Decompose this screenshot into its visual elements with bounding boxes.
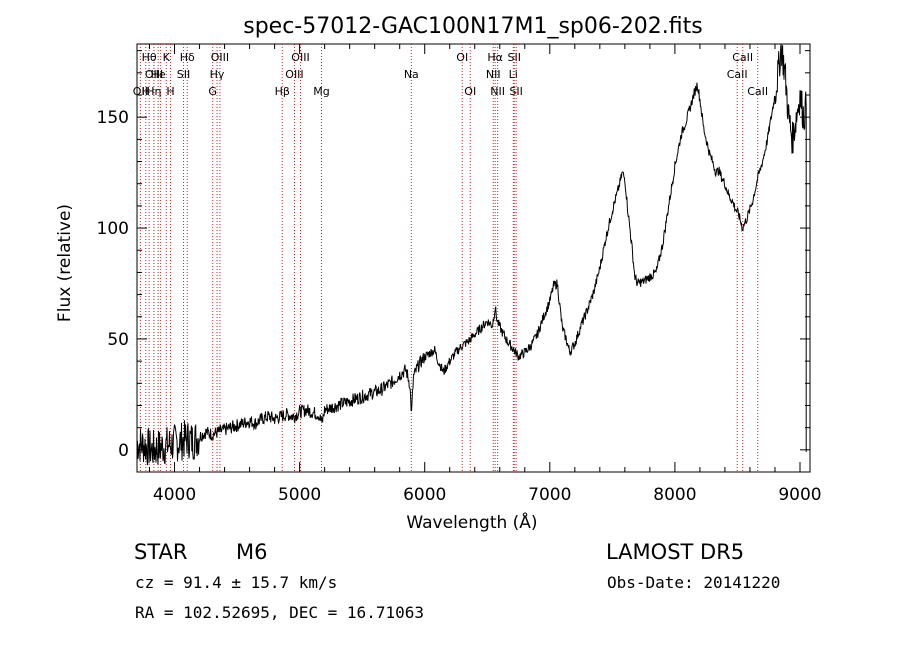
y-tick-label: 150 <box>97 108 129 128</box>
chart-title: spec-57012-GAC100N17M1_sp06-202.fits <box>243 14 703 39</box>
line-marker-label: Hα <box>487 51 503 64</box>
plot-frame <box>136 43 811 473</box>
line-marker-label: Mg <box>313 85 329 98</box>
line-marker-label: H <box>142 85 150 98</box>
line-marker-label: CaII <box>727 68 748 81</box>
y-tick-label: 100 <box>97 219 129 239</box>
line-marker-label: Hβ <box>275 85 290 98</box>
line-marker-label: NII <box>486 68 501 81</box>
coordinates: RA = 102.52695, DEC = 16.71063 <box>135 603 424 622</box>
line-marker-label: Hγ <box>210 68 225 81</box>
line-marker-label: Na <box>404 68 419 81</box>
x-tick-label: 8000 <box>653 485 696 505</box>
line-marker-label: SII <box>177 68 190 81</box>
x-tick-label: 9000 <box>778 485 821 505</box>
observation-date: Obs-Date: 20141220 <box>607 573 781 592</box>
line-marker-label: SII <box>509 85 522 98</box>
line-marker-label: CaII <box>747 85 768 98</box>
line-marker-label: OI <box>464 85 476 98</box>
y-axis-label: Flux (relative) <box>55 204 75 322</box>
line-marker-label: OIII <box>211 51 229 64</box>
spectrum-line <box>136 43 807 466</box>
x-axis-label: Wavelength (Å) <box>406 511 537 533</box>
line-marker-label: OIII <box>291 51 309 64</box>
line-marker-label: OIII <box>145 68 163 81</box>
x-tick-label: 5000 <box>278 485 321 505</box>
line-marker-label: NII <box>490 85 505 98</box>
survey-name: LAMOST DR5 <box>606 540 745 564</box>
emission-line-markers <box>139 44 759 472</box>
x-tick-label: 6000 <box>403 485 446 505</box>
y-tick-label: 0 <box>118 441 129 461</box>
x-tick-label: 4000 <box>153 485 196 505</box>
line-marker-label: OII <box>133 85 148 98</box>
line-marker-label: G <box>208 85 217 98</box>
line-marker-label: H <box>166 85 174 98</box>
line-marker-label: CaII <box>732 51 753 64</box>
line-marker-label: Li <box>509 68 518 81</box>
y-tick-label: 50 <box>107 330 129 350</box>
line-marker-label: SII <box>508 51 521 64</box>
line-marker-label: OIII <box>285 68 303 81</box>
redshift-velocity: cz = 91.4 ± 15.7 km/s <box>135 573 338 592</box>
line-marker-label: He <box>151 68 166 81</box>
line-marker-label: K <box>163 51 171 64</box>
line-marker-label: Hη <box>146 85 161 98</box>
x-axis-ticks: 4000 5000 6000 7000 8000 9000 <box>149 44 822 505</box>
x-tick-label: 7000 <box>528 485 571 505</box>
line-marker-label: Hδ <box>180 51 195 64</box>
y-axis-ticks: 0 50 100 150 <box>97 50 810 461</box>
emission-line-labels: OIIHHθOIIIHηHeKHSIIHδGHγOIIIHβOIIIOIIIMg… <box>133 51 768 98</box>
object-subclass: M6 <box>236 540 268 564</box>
object-class: STAR <box>134 540 188 564</box>
line-marker-label: OI <box>456 51 468 64</box>
line-marker-label: Hθ <box>142 51 157 64</box>
